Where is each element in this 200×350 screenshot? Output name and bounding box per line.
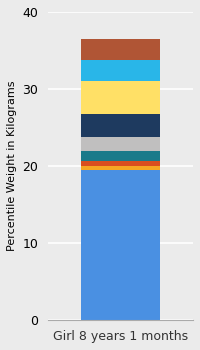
Y-axis label: Percentile Weight in Kilograms: Percentile Weight in Kilograms <box>7 81 17 251</box>
Bar <box>81 114 160 137</box>
Bar <box>81 39 160 60</box>
Bar <box>81 161 160 166</box>
Bar <box>81 137 160 151</box>
Bar <box>81 151 160 161</box>
Bar <box>81 170 160 320</box>
Bar <box>81 60 160 81</box>
Bar <box>81 166 160 170</box>
Bar <box>81 81 160 114</box>
